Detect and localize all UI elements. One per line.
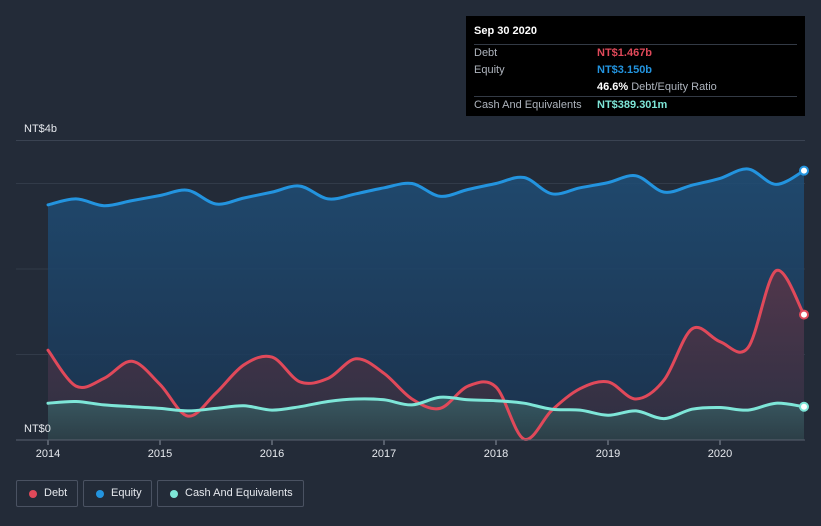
data-tooltip: Sep 30 2020 Debt NT$1.467b Equity NT$3.1… [466, 16, 805, 116]
x-tick-label-2017: 2017 [372, 448, 396, 460]
x-tick-label-2015: 2015 [148, 448, 172, 460]
tooltip-debt-value: NT$1.467b [597, 47, 653, 59]
tooltip-equity-value: NT$3.150b [597, 64, 653, 76]
tooltip-debt-label: Debt [474, 47, 498, 59]
equity-end-marker[interactable] [799, 165, 809, 176]
tooltip-row-ratio: 46.6% Debt/Equity Ratio [474, 79, 797, 96]
legend-item-equity[interactable]: Equity [83, 480, 152, 507]
tooltip-ratio: 46.6% Debt/Equity Ratio [597, 79, 717, 95]
tooltip-cash-value: NT$389.301m [597, 99, 668, 111]
x-tick-label-2020: 2020 [708, 448, 732, 460]
legend-item-debt[interactable]: Debt [16, 480, 78, 507]
legend-debt-label: Debt [44, 487, 68, 499]
tooltip-cash-label: Cash And Equivalents [474, 99, 582, 111]
chart-top-border [16, 140, 805, 141]
x-tick-label-2019: 2019 [596, 448, 620, 460]
tooltip-row-equity: Equity NT$3.150b [474, 62, 797, 79]
x-tick-label-2018: 2018 [484, 448, 508, 460]
tooltip-date: Sep 30 2020 [474, 25, 537, 37]
tooltip-row-cash: Cash And Equivalents NT$389.301m [474, 96, 797, 114]
y-axis-bottom-label: NT$0 [24, 423, 51, 435]
cash-line [46, 395, 806, 421]
tooltip-ratio-label: Debt/Equity Ratio [631, 81, 717, 93]
tooltip-equity-label: Equity [474, 64, 505, 76]
x-tick-label-2016: 2016 [260, 448, 284, 460]
legend-equity-label: Equity [111, 487, 142, 499]
debt-line [46, 269, 806, 441]
cash-dot-icon [170, 490, 178, 498]
equity-line [46, 167, 806, 208]
debt-area [48, 270, 804, 440]
debt-dot-icon [29, 490, 37, 498]
x-tick-label-2014: 2014 [36, 448, 60, 460]
y-axis-top-label: NT$4b [24, 123, 57, 135]
debt-end-marker[interactable] [799, 309, 809, 320]
tooltip-row-debt: Debt NT$1.467b [474, 44, 797, 62]
tooltip-ratio-value: 46.6% [597, 81, 629, 93]
legend-item-cash[interactable]: Cash And Equivalents [157, 480, 304, 507]
equity-dot-icon [96, 490, 104, 498]
legend-cash-label: Cash And Equivalents [185, 487, 293, 499]
cash-area [48, 397, 804, 440]
cash-end-marker[interactable] [799, 401, 809, 412]
